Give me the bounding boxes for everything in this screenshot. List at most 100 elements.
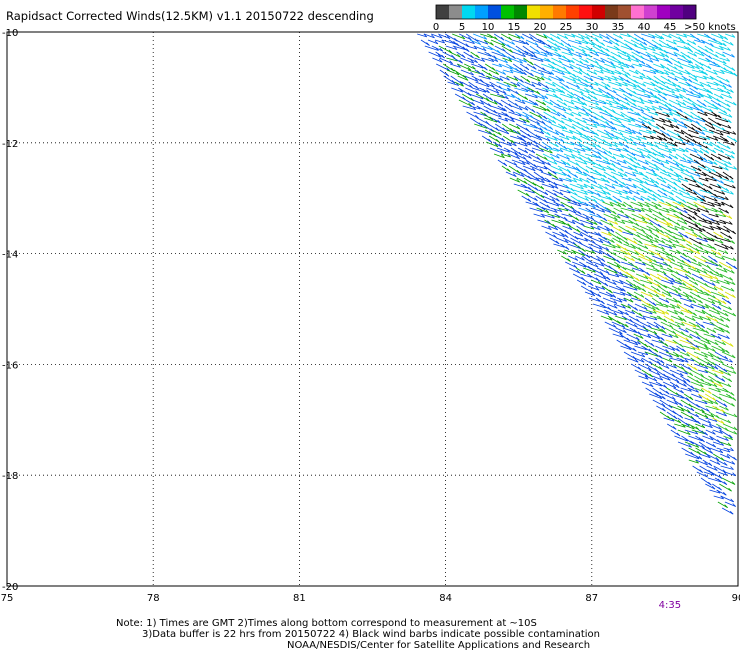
wind-barb-flag: [603, 174, 607, 179]
wind-barb: [643, 81, 655, 87]
wind-barb-flag: [594, 263, 599, 268]
wind-barb-flag: [665, 365, 670, 369]
wind-barb-flag: [635, 251, 639, 255]
wind-barb-flag: [687, 55, 691, 59]
wind-barb: [673, 117, 685, 125]
wind-barb-flag: [477, 41, 482, 45]
wind-barb: [699, 189, 713, 195]
wind-barb: [722, 411, 738, 418]
wind-barb-flag: [680, 389, 684, 394]
wind-barb-flag: [554, 48, 558, 52]
wind-barb: [593, 261, 605, 267]
wind-barb: [574, 105, 586, 112]
wind-barb-flag: [481, 72, 485, 77]
wind-barb: [691, 315, 703, 321]
wind-barb-flag: [688, 366, 692, 371]
wind-barb: [646, 75, 659, 84]
wind-barb-flag: [482, 47, 487, 51]
wind-barb: [553, 243, 565, 248]
wind-barb: [684, 135, 697, 143]
wind-barb-flag: [723, 412, 727, 417]
wind-barb-flag: [647, 126, 652, 130]
wind-barb-flag: [713, 161, 718, 166]
wind-barb: [618, 141, 630, 149]
wind-barb-flag: [591, 250, 596, 254]
wind-barb: [417, 33, 427, 38]
wind-barb: [666, 129, 681, 137]
wind-barb: [639, 225, 653, 232]
wind-barb: [623, 339, 638, 346]
wind-barb-flag: [724, 312, 729, 317]
wind-barb: [695, 267, 708, 274]
wind-barb: [668, 153, 679, 160]
wind-barb: [616, 339, 629, 348]
wind-barb-flag: [705, 346, 709, 350]
wind-barb: [715, 375, 726, 382]
wind-barb-flag: [640, 358, 645, 363]
wind-barb-flag: [593, 124, 598, 128]
wind-barb-flag: [679, 108, 683, 113]
wind-barb-flag: [663, 96, 667, 101]
wind-barb: [566, 93, 581, 101]
wind-barb-flag: [511, 109, 515, 114]
wind-barb: [718, 345, 730, 354]
wind-barb: [723, 423, 738, 431]
wind-barb-flag: [642, 288, 646, 292]
wind-barb-flag: [524, 149, 529, 154]
wind-barb-flag: [563, 126, 568, 130]
wind-barb: [438, 45, 453, 54]
wind-barb: [494, 111, 509, 117]
wind-barb-flag: [654, 112, 659, 116]
wind-barb: [575, 171, 587, 177]
wind-barb: [645, 213, 659, 222]
wind-barb: [706, 327, 717, 334]
wind-barb: [537, 135, 551, 142]
wind-barb-flag: [693, 233, 698, 238]
wind-barb: [610, 117, 622, 124]
wind-barb-flag: [577, 78, 582, 82]
wind-barb: [547, 63, 561, 72]
wind-barb: [614, 177, 626, 186]
wind-barb-flag: [659, 264, 664, 268]
wind-barb: [658, 39, 671, 48]
wind-barb: [670, 177, 682, 183]
wind-barb-flag: [528, 186, 532, 191]
wind-barb: [720, 495, 734, 503]
wind-barb-flag: [722, 60, 727, 65]
wind-barb: [703, 333, 715, 338]
wind-barb: [700, 339, 711, 345]
wind-barb-flag: [575, 217, 580, 221]
wind-barb: [553, 201, 565, 208]
wind-barb: [491, 117, 501, 124]
wind-barb-flag: [599, 185, 603, 190]
wind-barb: [697, 111, 708, 117]
wind-barb: [701, 117, 713, 126]
wind-barb: [704, 249, 716, 256]
wind-barb: [514, 99, 526, 104]
wind-barb-flag: [692, 317, 696, 321]
wind-barb: [598, 99, 613, 106]
wind-barb: [700, 105, 713, 113]
wind-barb: [679, 351, 690, 357]
wind-barb: [682, 87, 694, 95]
wind-barb-flag: [700, 276, 704, 280]
wind-barb: [577, 87, 590, 94]
wind-barb: [584, 237, 596, 245]
wind-barb: [651, 351, 663, 359]
wind-barb-flag: [633, 347, 637, 352]
wind-barb: [524, 81, 536, 88]
wind-barb: [604, 75, 618, 81]
wind-barb: [663, 123, 674, 129]
wind-barb: [480, 123, 494, 132]
wind-barb-flag: [689, 134, 693, 138]
wind-barb-flag: [554, 185, 559, 189]
wind-barb-flag: [699, 246, 704, 250]
wind-barb: [590, 75, 604, 81]
wind-barb: [673, 309, 684, 315]
wind-barb-flag: [603, 236, 608, 241]
wind-barb: [662, 357, 673, 363]
wind-barb-flag: [649, 360, 653, 365]
wind-barb-flag: [584, 230, 588, 234]
wind-barb: [580, 285, 594, 294]
wind-barb: [704, 207, 718, 213]
